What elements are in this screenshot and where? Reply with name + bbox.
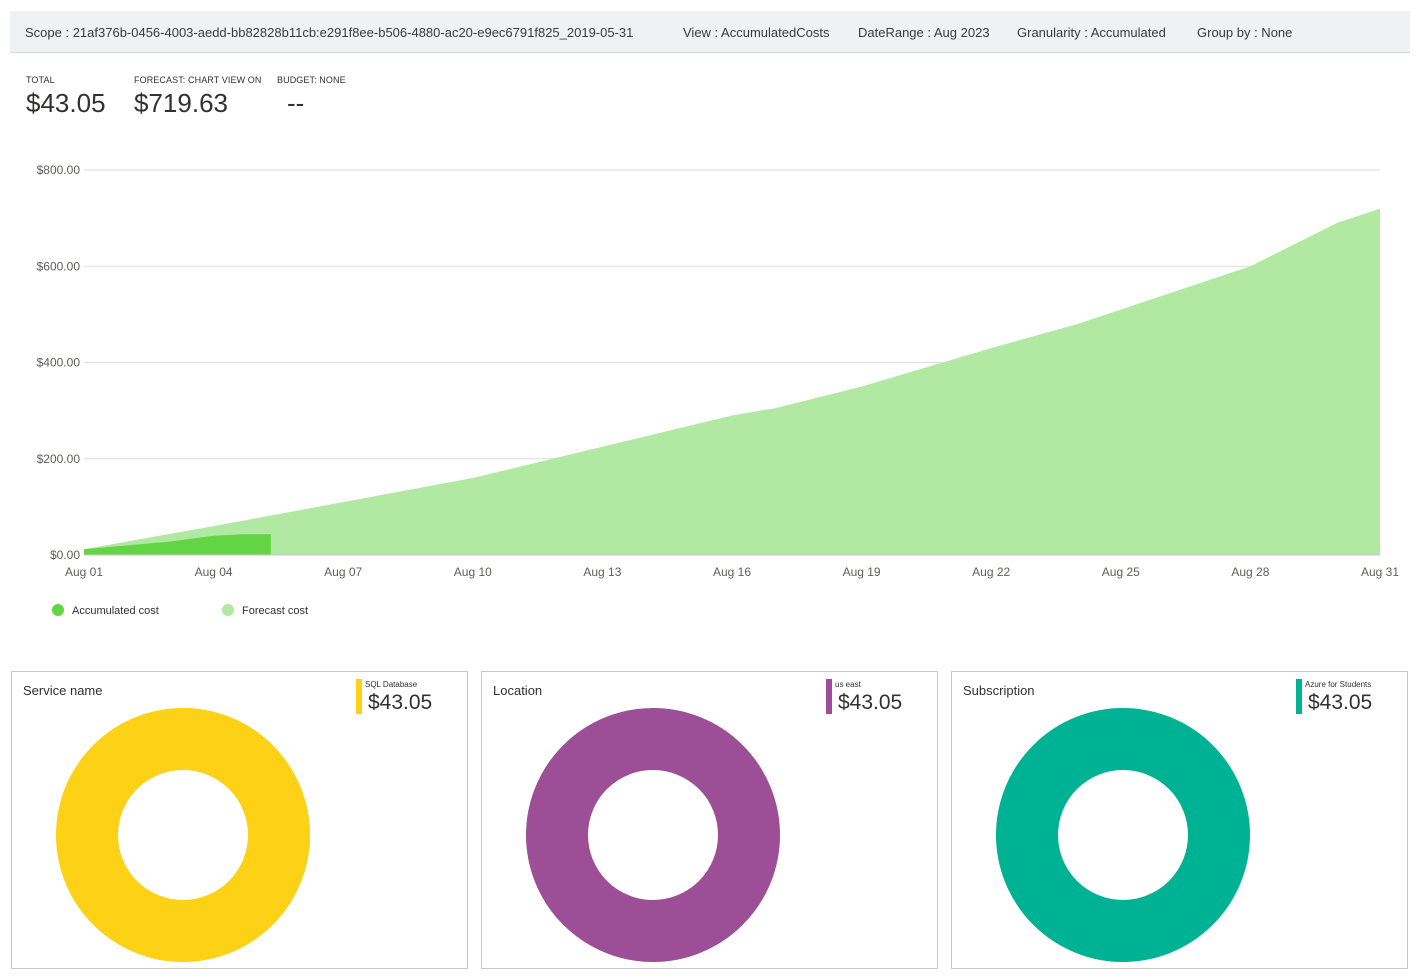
x-tick-label: Aug 19 — [843, 565, 881, 579]
donut-slice-sql-database[interactable] — [56, 708, 310, 962]
x-tick-label: Aug 13 — [583, 565, 621, 579]
x-tick-label: Aug 16 — [713, 565, 751, 579]
location-donut-chart — [526, 708, 780, 962]
x-tick-label: Aug 07 — [324, 565, 362, 579]
x-tick-label: Aug 28 — [1231, 565, 1269, 579]
kpi-forecast: FORECAST: CHART VIEW ON $719.63 — [134, 75, 261, 119]
service-name-card: Service name SQL Database $43.05 — [11, 671, 468, 969]
service-donut-chart — [56, 708, 310, 962]
kpi-total-value: $43.05 — [26, 88, 106, 118]
legend-amount: $43.05 — [368, 691, 433, 714]
group-by-selector[interactable]: Group by : None — [1197, 25, 1293, 40]
y-tick-label: $800.00 — [37, 163, 81, 177]
y-tick-label: $0.00 — [50, 548, 80, 562]
legend-amount: $43.05 — [1308, 691, 1373, 714]
legend-swatch — [356, 679, 362, 714]
granularity-selector[interactable]: Granularity : Accumulated — [1017, 25, 1166, 40]
scope-label[interactable]: Scope : 21af376b-0456-4003-aedd-bb82828b… — [25, 25, 634, 40]
kpi-budget: BUDGET: NONE -- — [277, 75, 346, 119]
legend-forecast-label: Forecast cost — [242, 605, 309, 617]
legend-swatch — [826, 679, 832, 714]
forecast-cost-area — [84, 208, 1380, 555]
x-tick-label: Aug 25 — [1102, 565, 1140, 579]
kpi-forecast-label: FORECAST: CHART VIEW ON — [134, 75, 262, 85]
x-tick-label: Aug 04 — [195, 565, 233, 579]
kpi-total: TOTAL $43.05 — [26, 75, 106, 119]
legend-amount: $43.05 — [838, 691, 903, 714]
kpi-forecast-value: $719.63 — [134, 88, 228, 118]
legend-label: Azure for Students — [1305, 680, 1372, 689]
accumulated-cost-area — [84, 534, 271, 555]
legend-forecast-dot — [222, 604, 234, 616]
x-tick-label: Aug 01 — [65, 565, 103, 579]
y-tick-label: $600.00 — [37, 259, 81, 273]
x-tick-label: Aug 10 — [454, 565, 492, 579]
legend-accumulated-label: Accumulated cost — [72, 605, 159, 617]
donut-slice-azure-for-students[interactable] — [996, 708, 1250, 962]
legend-forecast-cost[interactable]: Forecast cost — [222, 604, 308, 617]
y-tick-label: $400.00 — [37, 356, 81, 370]
y-tick-label: $200.00 — [37, 452, 81, 466]
date-range-selector[interactable]: DateRange : Aug 2023 — [858, 25, 990, 40]
donut-slice-us-east[interactable] — [526, 708, 780, 962]
x-tick-label: Aug 22 — [972, 565, 1010, 579]
kpi-total-label: TOTAL — [26, 75, 55, 85]
legend-accumulated-cost[interactable]: Accumulated cost — [52, 604, 159, 617]
legend-accumulated-dot — [52, 604, 64, 616]
kpi-budget-value: -- — [287, 88, 305, 118]
location-card: Location us east $43.05 — [481, 671, 938, 969]
legend-label: us east — [835, 680, 861, 689]
kpi-budget-label: BUDGET: NONE — [277, 75, 346, 85]
subscription-donut-chart — [996, 708, 1250, 962]
card-title: Subscription — [963, 683, 1035, 698]
card-title: Service name — [23, 683, 103, 698]
subscription-card: Subscription Azure for Students $43.05 — [951, 671, 1408, 969]
card-title: Location — [493, 683, 543, 698]
legend-label: SQL Database — [365, 680, 418, 689]
scope-bar: Scope : 21af376b-0456-4003-aedd-bb82828b… — [10, 11, 1410, 53]
x-tick-label: Aug 31 — [1361, 565, 1399, 579]
accumulated-cost-chart: $0.00 $200.00 $400.00 $600.00 $800.00 Aug 01 A… — [37, 163, 1400, 579]
legend-swatch — [1296, 679, 1302, 714]
view-selector[interactable]: View : AccumulatedCosts — [683, 25, 830, 40]
